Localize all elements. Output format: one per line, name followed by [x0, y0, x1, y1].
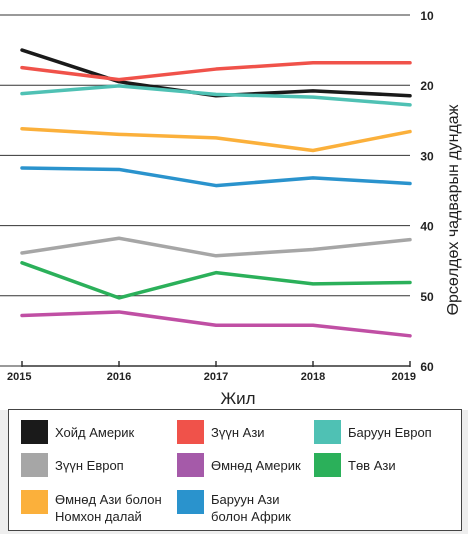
series-line: [20, 261, 412, 300]
series-line: [20, 166, 412, 188]
x-tick-label: 2016: [107, 371, 131, 383]
legend-item-western-europe: Баруун Европ: [314, 420, 432, 444]
legend-label: Өмнөд Америк: [211, 458, 301, 473]
legend-item-central-asia: Төв Ази: [314, 453, 396, 477]
legend-item-north-america: Хойд Америк: [21, 420, 134, 444]
central-asia-swatch: [314, 453, 341, 477]
x-tick-label: 2015: [7, 371, 31, 383]
series-line: [20, 126, 412, 153]
x-tick-label: 2019: [392, 371, 416, 383]
y-tick-label: 60: [420, 360, 434, 374]
x-axis-label: Жил: [220, 389, 255, 408]
y-tick-label: 40: [420, 220, 434, 234]
legend-label: Зүүн Европ: [55, 458, 124, 473]
legend-label: Зүүн Ази: [211, 425, 265, 440]
legend-item-west-asia: Баруун Ази болон Африк: [177, 490, 341, 525]
south-america-swatch: [177, 453, 204, 477]
north-america-swatch: [21, 420, 48, 444]
legend-label: Баруун Ази болон Африк: [211, 490, 341, 525]
y-tick-label: 30: [420, 149, 434, 163]
legend-label: Өмнөд Ази болон Номхон далай: [55, 490, 185, 525]
y-tick-label: 50: [420, 290, 434, 304]
legend-label: Төв Ази: [348, 458, 396, 473]
series-line: [20, 310, 412, 338]
y-tick-labels: 10 20 30 40 50 60: [420, 9, 434, 374]
legend-item-east-asia: Зүүн Ази: [177, 420, 265, 444]
x-tick-label: 2018: [301, 371, 325, 383]
line-chart: 10 20 30 40 50 60 2015 2016 2017 2018 2019 Жил Өр…: [0, 0, 468, 410]
x-tick-label: 2017: [204, 371, 228, 383]
y-tick-label: 10: [420, 9, 434, 23]
y-axis-label: Өрсөлдөх чадварын дундаж: [445, 104, 462, 315]
legend-item-eastern-europe: Зүүн Европ: [21, 453, 124, 477]
legend-item-south-asia: Өмнөд Ази болон Номхон далай: [21, 490, 185, 525]
legend-label-line-1: Өмнөд Ази болон: [55, 492, 162, 507]
y-tick-label: 20: [420, 79, 434, 93]
legend-label: Баруун Европ: [348, 425, 432, 440]
west-asia-swatch: [177, 490, 204, 514]
legend-label-line-1: Баруун Ази: [211, 492, 280, 507]
series-line: [20, 60, 412, 82]
legend-label-line-2: Номхон далай: [55, 509, 142, 524]
legend-item-south-america: Өмнөд Америк: [177, 453, 301, 477]
legend-label-line-2: болон Африк: [211, 509, 291, 524]
legend-label: Хойд Америк: [55, 425, 135, 440]
x-axis: 2015 2016 2017 2018 2019: [7, 361, 416, 383]
series-lines: [20, 48, 412, 338]
series-line: [20, 84, 412, 107]
eastern-europe-swatch: [21, 453, 48, 477]
western-europe-swatch: [314, 420, 341, 444]
east-asia-swatch: [177, 420, 204, 444]
series-line: [20, 236, 412, 258]
south-asia-swatch: [21, 490, 48, 514]
legend: Хойд Америк Зүүн Ази Баруун Европ Зүүн Е…: [8, 409, 462, 531]
